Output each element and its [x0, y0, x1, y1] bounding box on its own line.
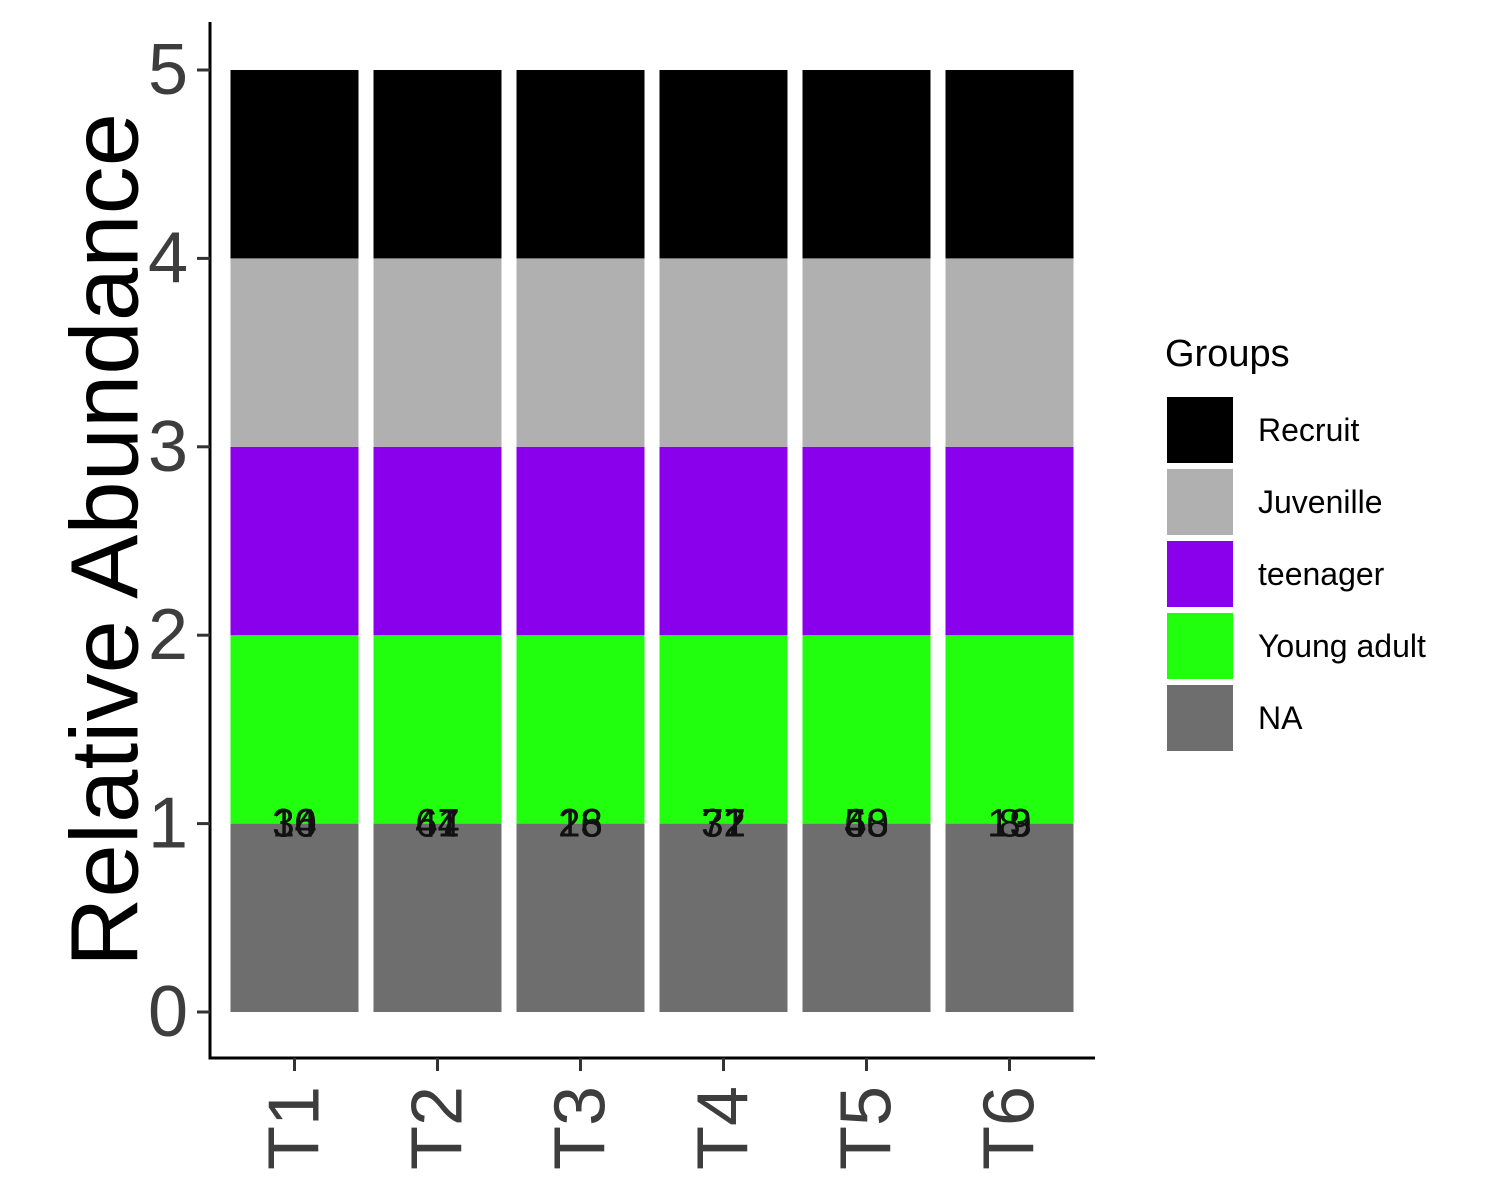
bar-label-t6-2: 13: [987, 802, 1032, 846]
bar-label-t5-2: 53: [844, 802, 889, 846]
x-tick-label: T2: [398, 1086, 478, 1170]
legend-label-teenager: teenager: [1258, 556, 1385, 592]
bar-label-t1-3: 10: [272, 802, 317, 846]
legend-swatch-juvenille: [1167, 469, 1233, 535]
legend-label-young-adult: Young adult: [1258, 628, 1426, 664]
bar-segment-t3-juvenille: [516, 258, 645, 447]
legend-label-juvenille: Juvenille: [1258, 484, 1383, 520]
bar-segment-t5-recruit: [802, 70, 931, 259]
bar-label-t3-2: 28: [558, 802, 603, 846]
legend-title: Groups: [1165, 333, 1290, 375]
y-tick-label: 5: [148, 30, 188, 110]
bar-segment-t1-na: [230, 823, 359, 1012]
bar-segment-t3-teenager: [516, 446, 645, 636]
x-tick-label: T4: [684, 1086, 764, 1170]
bar-segment-t6-young-adult: [945, 635, 1074, 824]
bar-segment-t2-young-adult: [373, 635, 502, 824]
legend-swatch-recruit: [1167, 397, 1233, 463]
bar-segment-t3-young-adult: [516, 635, 645, 824]
bar-segment-t2-na: [373, 823, 502, 1012]
bar-label-t6-3: 8: [998, 802, 1020, 846]
legend-swatch-young-adult: [1167, 613, 1233, 679]
bar-label-t3-1: 26: [558, 802, 603, 846]
y-tick-label: 1: [148, 784, 188, 864]
bar-segment-t4-recruit: [659, 70, 788, 259]
bar-segment-t3-recruit: [516, 70, 645, 259]
y-tick-label: 4: [148, 218, 188, 298]
y-tick-label: 2: [148, 595, 188, 675]
legend-label-recruit: Recruit: [1258, 412, 1359, 448]
bars-layer: [230, 70, 1074, 1012]
legend-label-na: NA: [1258, 700, 1303, 736]
legend: Groups Recruit Juvenille teenager Young adu…: [1165, 333, 1426, 751]
bar-label-t2-3: 64: [415, 802, 460, 846]
bar-label-t4-1: 37: [701, 802, 746, 846]
bar-label-t2-1: 41: [415, 802, 460, 846]
bar-label-t4-3: 71: [701, 802, 746, 846]
bar-segment-t6-juvenille: [945, 258, 1074, 447]
bar-segment-t2-teenager: [373, 446, 502, 636]
bar-label-t1-2: 36: [272, 802, 317, 846]
x-tick-label: T5: [827, 1086, 907, 1170]
x-tick-label: T3: [541, 1086, 621, 1170]
bar-segment-t4-young-adult: [659, 635, 788, 824]
x-tick-label: T6: [970, 1086, 1050, 1170]
bar-segment-t6-recruit: [945, 70, 1074, 259]
legend-swatch-teenager: [1167, 541, 1233, 607]
bar-segment-t1-teenager: [230, 446, 359, 636]
bar-segment-t5-young-adult: [802, 635, 931, 824]
bar-segment-t5-teenager: [802, 446, 931, 636]
bar-segment-t5-na: [802, 823, 931, 1012]
bar-segment-t4-na: [659, 823, 788, 1012]
y-axis-label: Relative Abundance: [52, 113, 159, 967]
x-tick-label: T1: [255, 1086, 335, 1170]
bar-label-t5-1: 40: [844, 802, 889, 846]
bar-segment-t1-recruit: [230, 70, 359, 259]
legend-items: Recruit Juvenille teenager Young adult NA: [1167, 397, 1426, 751]
bar-segment-t2-juvenille: [373, 258, 502, 447]
bar-label-t3-3: 13: [558, 802, 603, 846]
bar-label-t2-2: 47: [415, 802, 460, 846]
bar-label-t4-2: 32: [701, 802, 746, 846]
y-tick-label: 3: [148, 407, 188, 487]
bar-label-t6-1: 19: [987, 802, 1032, 846]
bar-segment-t2-recruit: [373, 70, 502, 259]
bar-segment-t6-na: [945, 823, 1074, 1012]
bar-segment-t4-teenager: [659, 446, 788, 636]
y-tick-label: 0: [148, 972, 188, 1052]
legend-swatch-na: [1167, 685, 1233, 751]
bar-segment-t5-juvenille: [802, 258, 931, 447]
bar-segment-t3-na: [516, 823, 645, 1012]
bar-label-t5-3: 68: [844, 802, 889, 846]
bar-segment-t1-juvenille: [230, 258, 359, 447]
bar-label-t1-1: 34: [272, 802, 317, 846]
bar-segment-t1-young-adult: [230, 635, 359, 824]
bar-segment-t4-juvenille: [659, 258, 788, 447]
bar-segment-t6-teenager: [945, 446, 1074, 636]
